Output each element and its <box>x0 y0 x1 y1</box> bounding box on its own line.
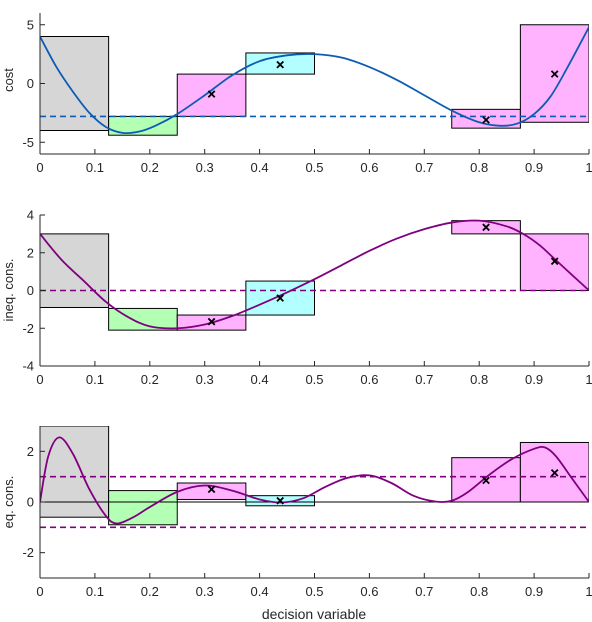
ineq-curve <box>40 219 589 330</box>
cost-ylabel: cost <box>1 68 16 92</box>
eq-xtick-label-0: 0 <box>36 584 43 599</box>
ineq-ytick-label-2: 0 <box>27 283 34 298</box>
ineq-xtick-label-10: 1 <box>585 372 592 387</box>
ineq-ytick-label-3: 2 <box>27 245 34 260</box>
cost-xtick-label-4: 0.4 <box>251 160 269 175</box>
eq-marker-0 <box>207 485 216 494</box>
eq-box-1 <box>108 490 178 526</box>
cost-xtick-label-10: 1 <box>585 160 592 175</box>
eq-plot-area <box>40 426 589 529</box>
ineq-xtick-label-5: 0.5 <box>305 372 323 387</box>
eq-xtick-label-7: 0.7 <box>415 584 433 599</box>
eq-cons-panel: 0 0.1 0.2 0.3 0.4 0.5 0.6 0.7 0.8 0.9 1 -2 0 2 <box>22 426 592 599</box>
ineq-marker-2 <box>482 223 490 232</box>
ineq-ytick-label-0: -4 <box>22 359 34 374</box>
ineq-marker-3 <box>550 257 559 266</box>
ineq-xtick-label-9: 0.9 <box>525 372 543 387</box>
eq-marker-2 <box>482 476 490 485</box>
eq-xtick-label-4: 0.4 <box>251 584 269 599</box>
eq-ytick-label-0: -2 <box>22 545 34 560</box>
ineq-marker-1 <box>276 294 285 302</box>
eq-xtick-label-10: 1 <box>585 584 592 599</box>
eq-marker-3 <box>550 469 559 477</box>
cost-xtick-label-0: 0 <box>36 160 43 175</box>
eq-xtick-label-3: 0.3 <box>196 584 214 599</box>
eq-curve <box>40 436 589 525</box>
cost-marker-1 <box>276 60 285 69</box>
cost-xtick-label-5: 0.5 <box>305 160 323 175</box>
cost-ytick-label-1: 0 <box>27 76 34 91</box>
x-axis-label: decision variable <box>262 606 366 622</box>
ineq-xtick-label-1: 0.1 <box>86 372 104 387</box>
ineq-cons-panel: 0 0.1 0.2 0.3 0.4 0.5 0.6 0.7 0.8 0.9 1 -4 -2 0 2 4 <box>22 208 592 388</box>
cost-marker-2 <box>482 116 490 124</box>
cost-plot-area <box>40 24 589 136</box>
cost-xtick-label-7: 0.7 <box>415 160 433 175</box>
eq-xtick-label-9: 0.9 <box>525 584 543 599</box>
cost-curve <box>40 26 589 135</box>
eq-xtick-label-1: 0.1 <box>86 584 104 599</box>
ineq-xtick-label-3: 0.3 <box>196 372 214 387</box>
cost-box-0 <box>40 36 110 131</box>
cost-xtick-label-8: 0.8 <box>470 160 488 175</box>
cost-panel: 0 0.1 0.2 0.3 0.4 0.5 0.6 0.7 0.8 0.9 1-505 <box>22 13 592 175</box>
cost-marker-3 <box>550 70 559 78</box>
ineq-marker-0 <box>207 317 216 326</box>
cost-xtick-label-3: 0.3 <box>196 160 214 175</box>
ineq-xtick-label-0: 0 <box>36 372 43 387</box>
ineq-xtick-label-6: 0.6 <box>360 372 378 387</box>
ineq-cons-ylabel: ineq. cons. <box>1 259 16 322</box>
eq-xtick-label-5: 0.5 <box>305 584 323 599</box>
cost-marker-0 <box>207 90 216 98</box>
ineq-xtick-label-8: 0.8 <box>470 372 488 387</box>
eq-ytick-label-2: 2 <box>27 444 34 459</box>
cost-xtick-label-9: 0.9 <box>525 160 543 175</box>
cost-ytick-label-2: 5 <box>27 17 34 32</box>
cost-xtick-label-6: 0.6 <box>360 160 378 175</box>
eq-marker-1 <box>276 496 285 505</box>
ineq-plot-area <box>40 219 589 331</box>
eq-xtick-label-8: 0.8 <box>470 584 488 599</box>
eq-cons-ylabel: eq. cons. <box>1 476 16 529</box>
eq-ytick-label-1: 0 <box>27 495 34 510</box>
ineq-xtick-label-7: 0.7 <box>415 372 433 387</box>
ineq-xtick-label-2: 0.2 <box>141 372 159 387</box>
ineq-ytick-label-4: 4 <box>27 208 34 223</box>
eq-xtick-label-2: 0.2 <box>141 584 159 599</box>
ineq-xtick-label-4: 0.4 <box>251 372 269 387</box>
cost-ytick-label-0: -5 <box>22 135 34 150</box>
cost-xtick-label-1: 0.1 <box>86 160 104 175</box>
ineq-box-0 <box>40 233 110 308</box>
cost-xtick-label-2: 0.2 <box>141 160 159 175</box>
ineq-ytick-label-1: -2 <box>22 321 34 336</box>
eq-xtick-label-6: 0.6 <box>360 584 378 599</box>
